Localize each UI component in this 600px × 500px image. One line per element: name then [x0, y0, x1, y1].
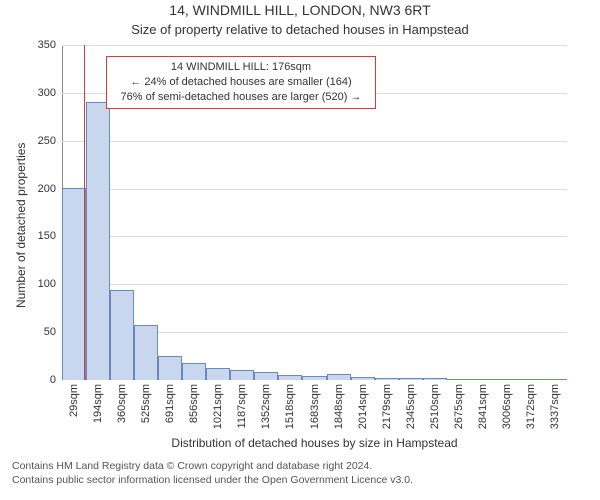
annotation-line2: ← 24% of detached houses are smaller (16…: [113, 75, 369, 90]
chart-subtitle: Size of property relative to detached ho…: [0, 22, 600, 37]
x-tick-label: 3337sqm: [549, 380, 561, 429]
x-tick-label: 856sqm: [188, 380, 200, 423]
x-tick-label: 1848sqm: [333, 380, 345, 429]
footer-attribution: Contains HM Land Registry data © Crown c…: [12, 460, 413, 487]
x-tick-label: 2345sqm: [405, 380, 417, 429]
x-tick-label: 691sqm: [164, 380, 176, 423]
y-tick-label: 0: [50, 374, 62, 386]
x-tick-label: 2014sqm: [357, 380, 369, 429]
x-tick-label: 2510sqm: [429, 380, 441, 429]
y-tick-label: 50: [44, 326, 62, 338]
histogram-bar: [134, 325, 158, 380]
histogram-bar: [182, 363, 206, 380]
x-tick-label: 1518sqm: [284, 380, 296, 429]
annotation-box: 14 WINDMILL HILL: 176sqm ← 24% of detach…: [106, 56, 376, 109]
x-tick-label: 2675sqm: [453, 380, 465, 429]
x-tick-label: 194sqm: [92, 380, 104, 423]
histogram-bar: [158, 356, 182, 380]
y-axis-label: Number of detached properties: [14, 142, 28, 307]
chart-plot-area: 05010015020025030035029sqm194sqm360sqm52…: [62, 45, 567, 380]
y-tick-label: 200: [38, 183, 62, 195]
x-axis-label: Distribution of detached houses by size …: [62, 436, 567, 450]
histogram-bar: [254, 372, 278, 380]
y-tick-label: 350: [38, 39, 62, 51]
histogram-bar: [206, 368, 230, 380]
y-tick-label: 250: [38, 135, 62, 147]
x-tick-label: 1187sqm: [236, 380, 248, 428]
x-tick-label: 1352sqm: [260, 380, 272, 429]
footer-line1: Contains HM Land Registry data © Crown c…: [12, 460, 413, 474]
gridline: [62, 284, 567, 285]
annotation-line1: 14 WINDMILL HILL: 176sqm: [113, 60, 369, 75]
x-tick-label: 2179sqm: [381, 380, 393, 429]
x-tick-label: 3006sqm: [501, 380, 513, 429]
histogram-bar: [230, 370, 254, 380]
x-tick-label: 3172sqm: [525, 380, 537, 429]
x-tick-label: 1683sqm: [309, 380, 321, 429]
x-tick-label: 29sqm: [68, 380, 80, 417]
gridline: [62, 236, 567, 237]
x-tick-label: 1021sqm: [212, 380, 224, 429]
histogram-bar: [62, 188, 86, 380]
marker-line: [84, 45, 85, 380]
y-tick-label: 100: [38, 278, 62, 290]
page-title: 14, WINDMILL HILL, LONDON, NW3 6RT: [0, 2, 600, 18]
annotation-line3: 76% of semi-detached houses are larger (…: [113, 90, 369, 105]
y-tick-label: 300: [38, 87, 62, 99]
gridline: [62, 45, 567, 46]
gridline: [62, 141, 567, 142]
gridline: [62, 189, 567, 190]
footer-line2: Contains public sector information licen…: [12, 474, 413, 488]
histogram-bar: [86, 102, 110, 380]
x-tick-label: 360sqm: [116, 380, 128, 423]
y-tick-label: 150: [38, 230, 62, 242]
x-tick-label: 2841sqm: [477, 380, 489, 429]
x-tick-label: 525sqm: [140, 380, 152, 423]
histogram-bar: [110, 290, 134, 380]
